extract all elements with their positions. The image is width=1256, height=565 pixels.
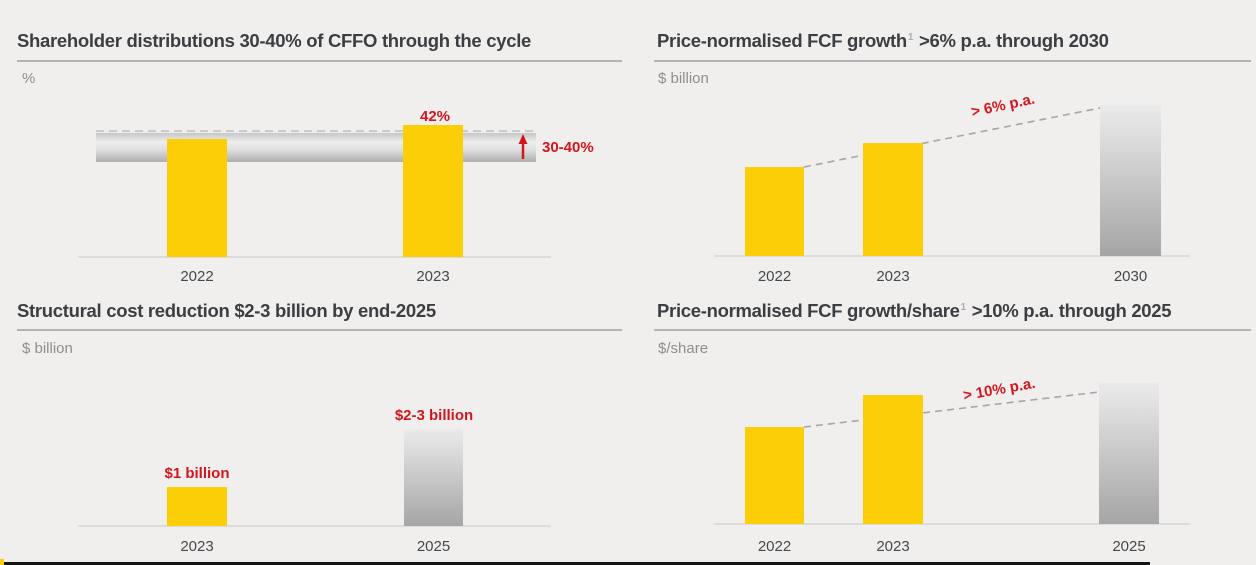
title-text: Structural cost reduction $2-3 billion b…	[17, 300, 436, 321]
bar-2022	[167, 139, 227, 257]
category-label-2030: 2030	[1114, 268, 1147, 285]
footnote-marker: 1	[960, 301, 967, 313]
chart-structural-cost-reduction: 2023 2025 $1 billion $2-3 billion	[78, 407, 551, 555]
annotation-value-1billion: $1 billion	[164, 465, 229, 482]
category-label-2023: 2023	[876, 268, 909, 285]
annotation-growth-rate: > 6% p.a.	[970, 91, 1037, 121]
annotation-band-range: 30-40%	[542, 139, 594, 156]
bar-2030	[1100, 105, 1161, 256]
bar-2023	[863, 395, 923, 524]
annotation-value-2-3billion: $2-3 billion	[395, 407, 473, 424]
annotation-growth-rate: > 10% p.a.	[962, 375, 1037, 404]
title-text: >10% p.a. through 2025	[966, 300, 1172, 321]
category-label-2022: 2022	[758, 538, 791, 555]
annotation-value-42pct: 42%	[420, 108, 450, 125]
bar-2022	[745, 167, 804, 256]
bar-2023	[403, 125, 463, 257]
chart-fcf-growth-2030: 2022 2023 2030 > 6% p.a.	[714, 91, 1190, 285]
title-text: >6% p.a. through 2030	[914, 30, 1109, 51]
bar-2023	[863, 143, 923, 256]
title-rule	[17, 329, 622, 331]
growth-trend-dashed-line	[803, 107, 1101, 168]
category-label-2025: 2025	[1112, 538, 1145, 555]
up-arrow-head-icon	[518, 134, 528, 144]
category-label-2023: 2023	[876, 538, 909, 555]
chart-fcf-growth-per-share-2025: 2022 2023 2025 > 10% p.a.	[714, 375, 1190, 555]
y-axis-unit-label: $ billion	[22, 340, 73, 357]
y-axis-unit-label: $ billion	[658, 70, 709, 87]
category-label-2025: 2025	[417, 538, 450, 555]
growth-trend-dashed-line	[803, 391, 1100, 428]
bottom-window-edge	[0, 562, 1150, 565]
target-range-band	[96, 133, 536, 162]
bar-2022	[745, 427, 804, 524]
chart-shareholder-distributions: 2022 2023 42% 30-40%	[78, 108, 594, 285]
category-label-2023: 2023	[180, 538, 213, 555]
category-label-2022: 2022	[758, 268, 791, 285]
chart-title-shareholder-distributions: Shareholder distributions 30-40% of CFFO…	[17, 30, 533, 52]
category-label-2022: 2022	[180, 268, 213, 285]
bar-2025	[1099, 383, 1159, 524]
category-label-2023: 2023	[416, 268, 449, 285]
title-rule	[654, 60, 1251, 62]
chart-title-fcf-growth-per-share: Price-normalised FCF growth/share1 >10% …	[657, 300, 1172, 322]
y-axis-unit-label: $/share	[658, 340, 709, 357]
title-rule	[17, 60, 622, 62]
bar-2025	[404, 429, 463, 526]
title-rule	[654, 329, 1251, 331]
footnote-marker: 1	[907, 31, 914, 43]
chart-title-fcf-growth-2030: Price-normalised FCF growth1 >6% p.a. th…	[657, 30, 1109, 52]
y-axis-unit-label: %	[22, 70, 36, 87]
title-text: Shareholder distributions 30-40% of CFFO…	[17, 30, 532, 51]
title-text: Price-normalised FCF growth/share	[657, 300, 960, 321]
chart-title-structural-cost-reduction: Structural cost reduction $2-3 billion b…	[17, 300, 438, 322]
bar-2023	[167, 487, 227, 526]
title-text: Price-normalised FCF growth	[657, 30, 907, 51]
bottom-left-yellow-artifact	[0, 559, 4, 565]
